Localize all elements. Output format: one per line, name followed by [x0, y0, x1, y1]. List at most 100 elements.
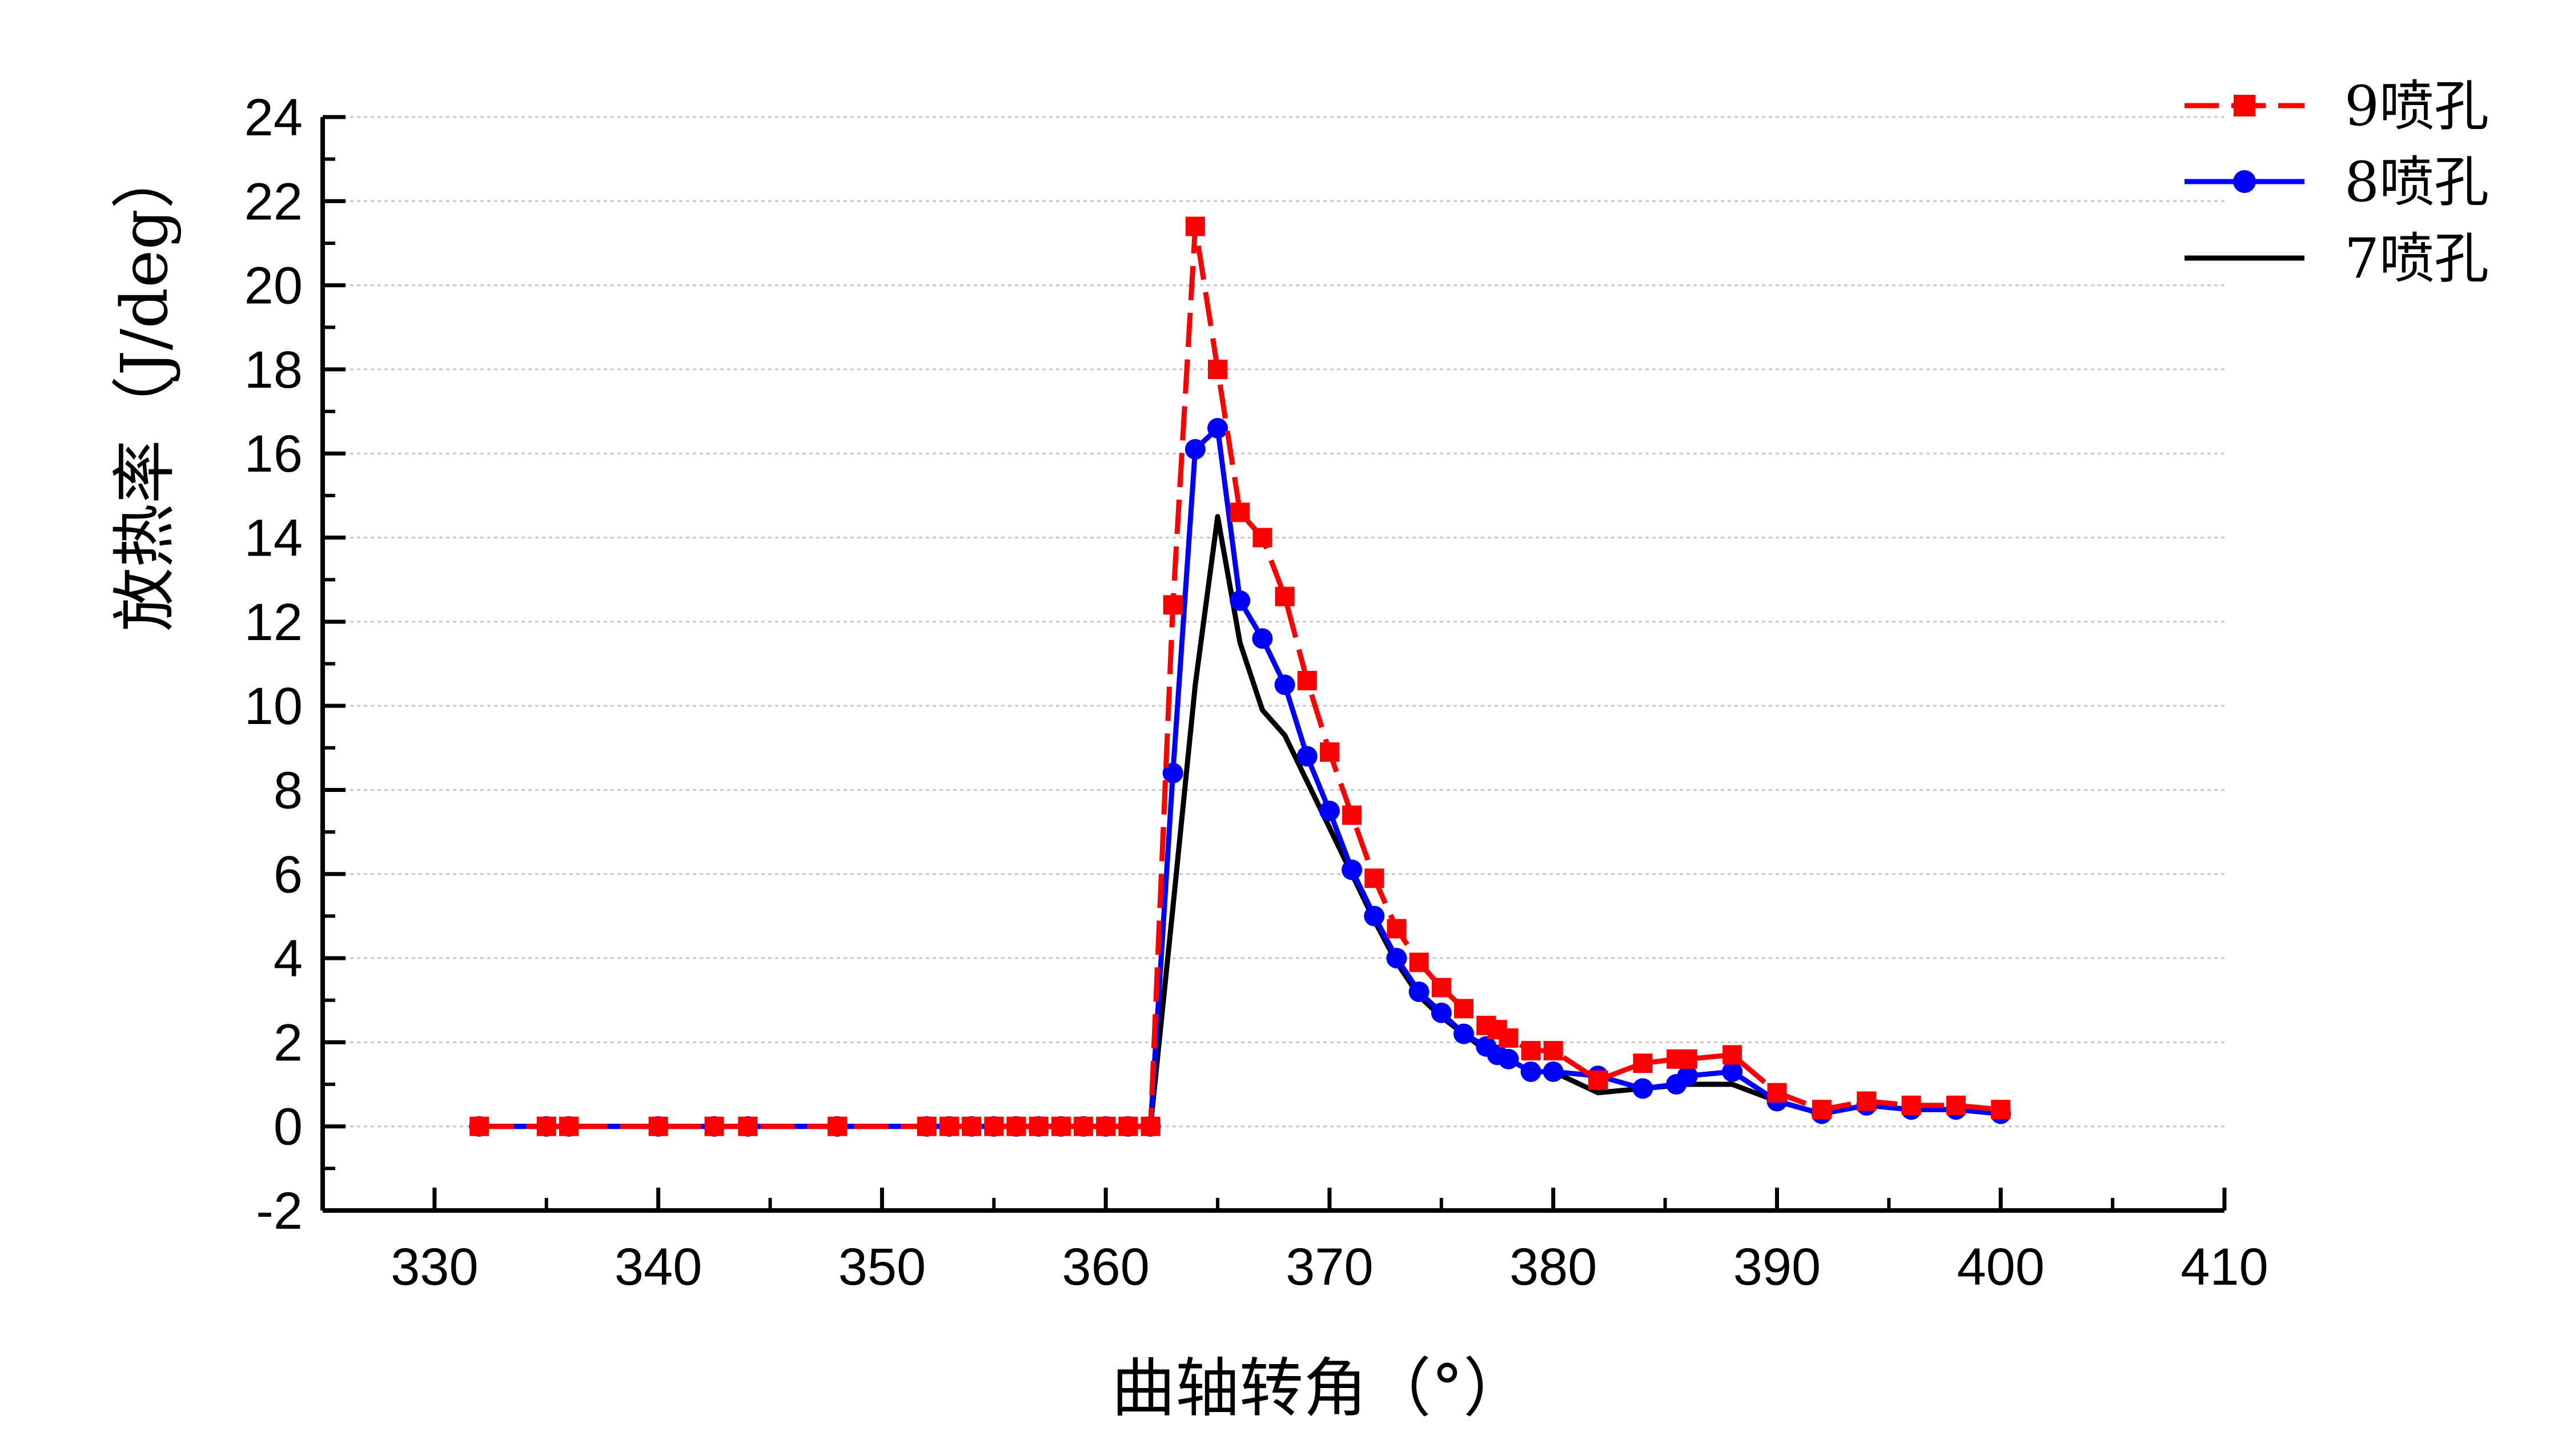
y-tick-label: 20	[244, 257, 303, 315]
y-tick-label: 12	[244, 593, 303, 651]
data-point-circle	[1543, 1061, 1564, 1082]
data-point-square	[559, 1116, 579, 1136]
data-point-circle	[1498, 1048, 1519, 1069]
data-point-square	[1185, 216, 1205, 236]
x-tick-label: 390	[1733, 1238, 1821, 1296]
y-tick-label: 10	[244, 677, 303, 735]
data-point-circle	[1252, 628, 1273, 649]
series-layer	[469, 216, 2011, 1137]
data-point-square	[828, 1116, 848, 1136]
data-point-square	[1029, 1116, 1049, 1136]
x-tick-label: 360	[1062, 1238, 1150, 1296]
x-tick-label: 370	[1286, 1238, 1374, 1296]
y-tick-label: 22	[244, 172, 303, 231]
data-point-circle	[1296, 746, 1318, 767]
data-point-square	[704, 1116, 724, 1136]
data-point-square	[1364, 868, 1384, 888]
data-point-square	[1812, 1100, 1832, 1120]
y-tick-label: 24	[244, 89, 303, 147]
data-point-square	[1230, 502, 1250, 522]
data-point-square	[1521, 1041, 1541, 1061]
data-point-square	[1454, 999, 1473, 1019]
data-point-square	[1633, 1053, 1653, 1073]
data-point-square	[1319, 742, 1339, 762]
legend-label: 9喷孔	[2344, 74, 2489, 138]
data-point-square	[1252, 528, 1272, 548]
x-tick-label: 380	[1509, 1238, 1597, 1296]
data-point-square	[1857, 1091, 1877, 1111]
data-point-square	[1543, 1041, 1563, 1061]
data-point-square	[917, 1116, 937, 1136]
data-point-circle	[1386, 948, 1407, 969]
legend-label: 8喷孔	[2344, 150, 2489, 214]
data-point-circle	[1162, 763, 1183, 783]
x-tick-label: 400	[1957, 1238, 2045, 1296]
data-point-square	[1141, 1116, 1160, 1136]
data-point-square	[1588, 1070, 1608, 1090]
y-tick-label: 14	[244, 509, 303, 568]
data-point-square	[1431, 978, 1451, 998]
data-point-circle	[1342, 859, 1363, 880]
x-axis-title: 曲轴转角（°）	[1111, 1352, 1527, 1426]
data-point-square	[1409, 952, 1429, 972]
data-point-square	[648, 1116, 668, 1136]
y-tick-label: 18	[244, 341, 303, 399]
data-point-circle	[1677, 1065, 1698, 1087]
data-point-circle	[1408, 982, 1429, 1002]
x-tick-label: 330	[391, 1238, 479, 1296]
data-point-square	[939, 1116, 959, 1136]
data-point-square	[1499, 1028, 1519, 1048]
data-point-circle	[1453, 1023, 1474, 1044]
data-point-square	[1946, 1095, 1966, 1115]
data-point-square	[536, 1116, 556, 1136]
data-point-circle	[1520, 1061, 1541, 1082]
data-point-square	[1297, 670, 1317, 690]
legend-marker-circle	[2233, 170, 2256, 193]
data-point-circle	[1274, 674, 1295, 695]
data-point-square	[1074, 1116, 1093, 1136]
data-point-circle	[1722, 1061, 1743, 1082]
y-tick-label: 16	[244, 425, 303, 483]
legend-marker-square	[2234, 95, 2255, 116]
x-tick-label: 410	[2181, 1238, 2268, 1296]
y-tick-label: 8	[274, 761, 303, 819]
data-point-square	[1163, 595, 1183, 615]
data-point-square	[1677, 1049, 1697, 1069]
data-point-square	[1387, 919, 1407, 939]
legend-label: 7喷孔	[2344, 227, 2489, 291]
data-point-circle	[1431, 1002, 1452, 1023]
x-tick-label: 340	[615, 1238, 702, 1296]
data-point-square	[1342, 805, 1362, 825]
data-point-square	[1051, 1116, 1071, 1136]
data-point-circle	[1230, 590, 1251, 612]
y-tick-label: 0	[274, 1098, 303, 1156]
data-point-square	[1722, 1045, 1742, 1065]
data-point-square	[1096, 1116, 1116, 1136]
data-point-square	[1118, 1116, 1138, 1136]
data-point-square	[1991, 1100, 2011, 1120]
data-point-square	[1275, 586, 1295, 606]
legend: 9喷孔 8喷孔 7喷孔	[2184, 74, 2489, 291]
y-tick-label: 4	[274, 930, 303, 988]
y-tick-label: -2	[256, 1182, 303, 1240]
data-point-circle	[1207, 418, 1228, 439]
data-point-square	[738, 1116, 758, 1136]
y-tick-label: 6	[274, 846, 303, 904]
data-point-square	[469, 1116, 489, 1136]
data-point-circle	[1364, 906, 1385, 927]
data-point-square	[984, 1116, 1004, 1136]
data-point-circle	[1184, 439, 1206, 460]
data-point-square	[1901, 1095, 1921, 1115]
x-tick-label: 350	[838, 1238, 926, 1296]
y-tick-label: 2	[274, 1013, 303, 1072]
data-point-square	[962, 1116, 982, 1136]
data-point-circle	[1632, 1078, 1653, 1099]
data-point-square	[1006, 1116, 1026, 1136]
data-point-circle	[1319, 801, 1340, 822]
y-axis-title: 放热率（J/deg）	[108, 145, 182, 632]
data-point-square	[1767, 1083, 1787, 1103]
data-point-square	[1208, 359, 1228, 379]
